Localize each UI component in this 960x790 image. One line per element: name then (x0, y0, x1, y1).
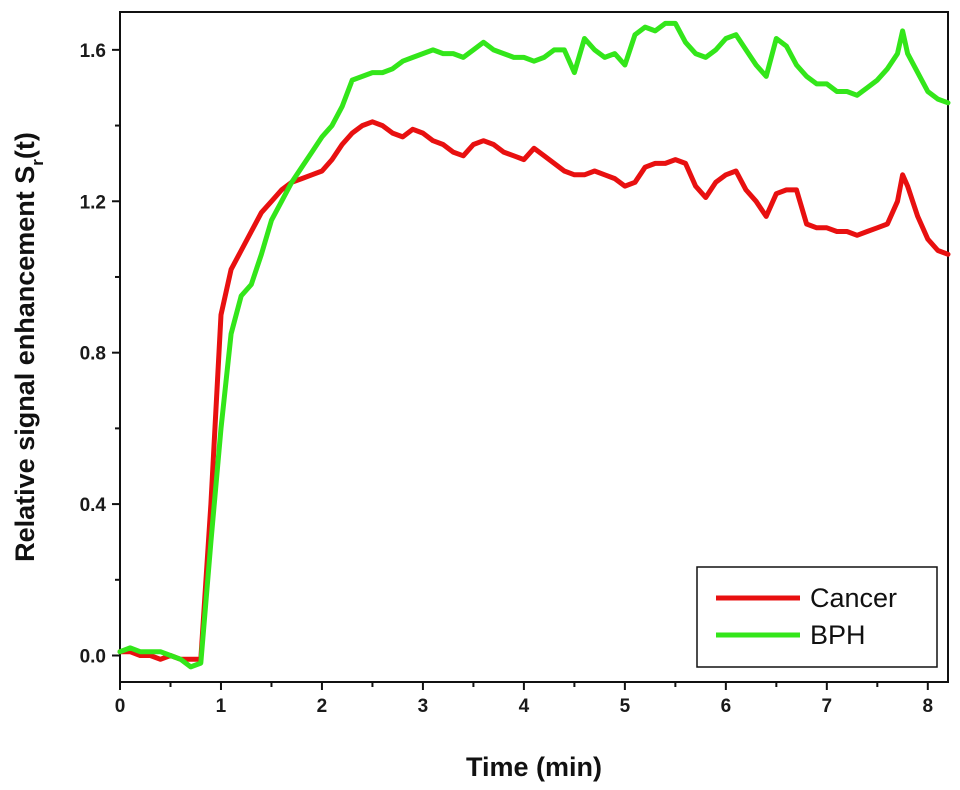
plot-frame (119, 11, 949, 683)
x-tick-label: 0 (115, 696, 126, 717)
legend: Cancer BPH (696, 566, 938, 668)
y-axis-ticks: 0.0 0.4 0.8 1.2 1.6 (80, 41, 120, 668)
x-tick-label: 8 (923, 696, 934, 717)
x-tick-label: 4 (519, 696, 530, 717)
series-layer (117, 20, 951, 670)
series-line-bph (117, 20, 951, 670)
y-tick-label: 0.8 (80, 344, 106, 365)
legend-label-bph: BPH (810, 620, 866, 650)
series-line-cancer (117, 119, 951, 662)
y-tick-label: 0.4 (80, 495, 107, 516)
y-axis-title: Relative signal enhancement Sr(t) (10, 132, 47, 562)
x-tick-label: 6 (721, 696, 732, 717)
x-tick-label: 3 (418, 696, 429, 717)
y-axis-title-tail: (t) (10, 132, 40, 159)
legend-label-cancer: Cancer (810, 583, 897, 613)
y-tick-label: 1.6 (80, 41, 106, 62)
plot-area: 0 1 2 3 4 5 6 7 8 0.0 0.4 0.8 1.2 1.6 (80, 11, 951, 717)
legend-box (696, 566, 938, 668)
x-tick-label: 5 (620, 696, 631, 717)
x-tick-label: 2 (317, 696, 328, 717)
x-axis-ticks: 0 1 2 3 4 5 6 7 8 (115, 682, 933, 717)
x-tick-label: 1 (216, 696, 227, 717)
x-tick-label: 7 (822, 696, 833, 717)
y-axis-title-main: Relative signal enhancement S (10, 166, 40, 562)
x-axis-title: Time (min) (466, 752, 602, 782)
y-tick-label: 1.2 (80, 192, 106, 213)
y-tick-label: 0.0 (80, 647, 106, 668)
y-axis-title-subscript: r (28, 159, 47, 166)
